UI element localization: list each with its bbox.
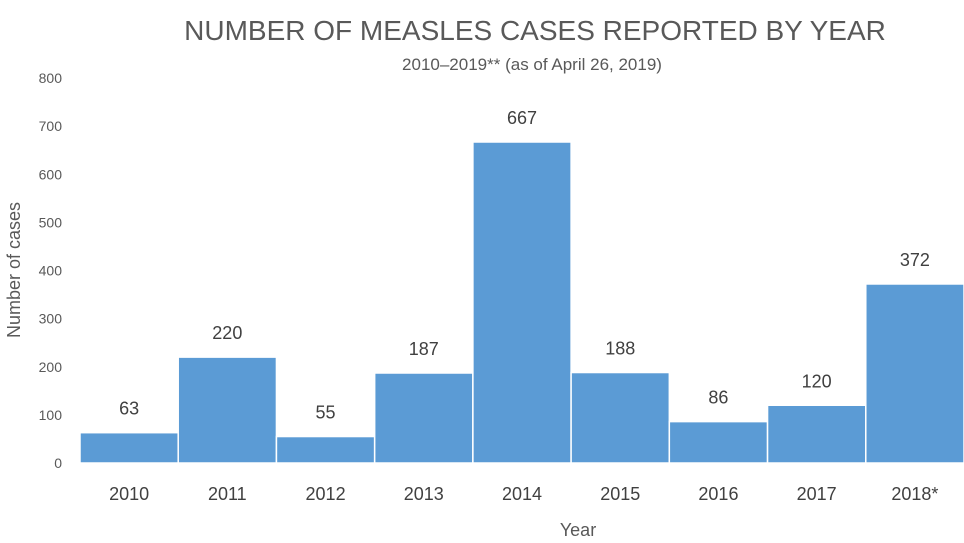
chart-title: NUMBER OF MEASLES CASES REPORTED BY YEAR <box>184 15 886 46</box>
data-label: 55 <box>316 403 336 423</box>
bar-2010 <box>79 431 179 464</box>
x-tick-label: 2015 <box>600 484 640 504</box>
bar-2015 <box>570 371 671 464</box>
x-tick-label: 2014 <box>502 484 542 504</box>
bar-2011 <box>177 356 278 464</box>
y-tick-label: 0 <box>54 455 62 471</box>
data-label: 120 <box>802 371 832 391</box>
y-tick-label: 700 <box>39 118 63 134</box>
data-label: 187 <box>409 339 439 359</box>
data-label: 220 <box>212 323 242 343</box>
y-tick-label: 100 <box>39 407 63 423</box>
y-tick-label: 200 <box>39 359 63 375</box>
data-label: 372 <box>900 250 930 270</box>
y-tick-label: 600 <box>39 166 63 182</box>
x-tick-label: 2018* <box>891 484 938 504</box>
bar-2013 <box>373 372 474 464</box>
x-tick-label: 2012 <box>306 484 346 504</box>
data-label: 667 <box>507 108 537 128</box>
data-label: 86 <box>708 388 728 408</box>
x-tick-label: 2016 <box>698 484 738 504</box>
x-axis-ticks: 2010 2011 2012 2013 2014 2015 2016 2017 2018* <box>109 484 938 504</box>
data-label: 63 <box>119 399 139 419</box>
x-tick-label: 2017 <box>797 484 837 504</box>
chart-subtitle: 2010–2019** (as of April 26, 2019) <box>402 55 662 74</box>
bars-group <box>79 141 964 464</box>
y-tick-label: 800 <box>39 70 63 86</box>
x-axis-label: Year <box>560 520 596 540</box>
x-tick-label: 2013 <box>404 484 444 504</box>
y-axis-ticks: 0 100 200 300 400 500 600 700 800 <box>39 70 63 471</box>
y-axis-label: Number of cases <box>4 202 24 338</box>
data-labels-group: 63 220 55 187 667 188 86 120 372 <box>119 108 930 423</box>
bar-2012 <box>275 435 376 464</box>
y-tick-label: 400 <box>39 263 63 279</box>
bar-2014 <box>472 141 572 464</box>
bar-2017 <box>766 404 867 464</box>
y-tick-label: 300 <box>39 311 63 327</box>
y-tick-label: 500 <box>39 214 63 230</box>
bar-2016 <box>668 420 769 464</box>
data-label: 188 <box>605 339 635 359</box>
bar-2018 <box>865 283 964 464</box>
x-tick-label: 2010 <box>109 484 149 504</box>
x-tick-label: 2011 <box>208 484 247 504</box>
